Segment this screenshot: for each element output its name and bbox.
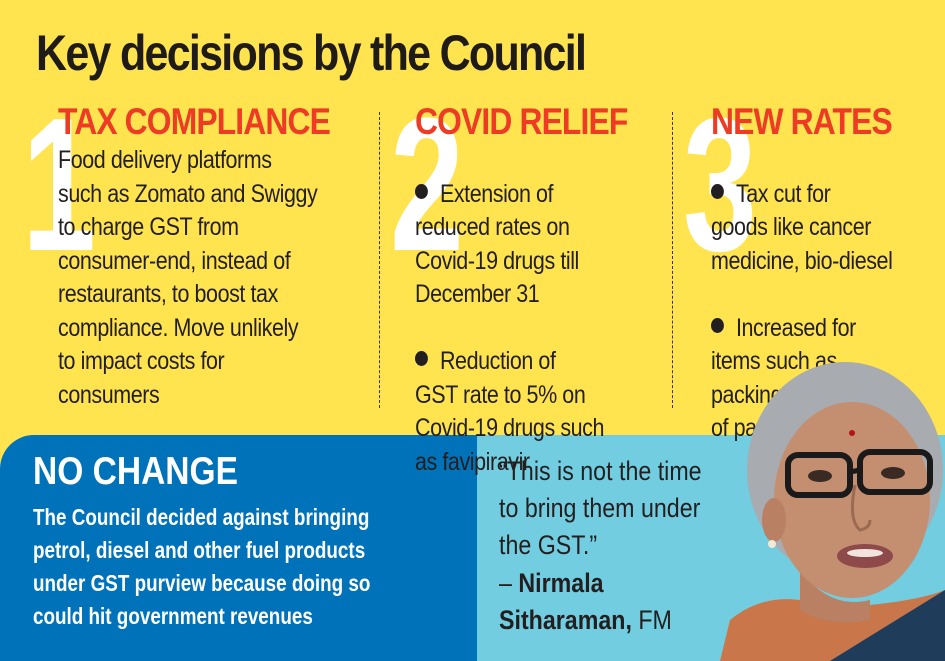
bullet-item: Tax cut for goods like cancer medicine, …: [711, 178, 912, 279]
covid-relief-bullets: Extension of reduced rates on Covid-19 d…: [415, 144, 634, 513]
numeral-1: 1: [22, 79, 96, 291]
column-divider: [672, 112, 673, 408]
heading-covid-relief: COVID RELIEF: [415, 101, 628, 142]
column-new-rates: 3 NEW RATES Tax cut for goods like cance…: [683, 90, 945, 479]
bullet-icon: [415, 351, 428, 366]
bullet-text: Reduction of GST rate to 5% on Covid-19 …: [415, 347, 605, 476]
numeral-2: 2: [390, 79, 464, 291]
bullet-icon: [415, 183, 428, 199]
bullet-item: Reduction of GST rate to 5% on Covid-19 …: [415, 345, 634, 479]
attribution-dash: –: [499, 568, 519, 598]
bullet-text: Extension of reduced rates on Covid-19 d…: [415, 179, 579, 309]
tax-compliance-text: Food delivery platforms such as Zomato a…: [58, 146, 318, 409]
bullet-text: Tax cut for goods like cancer medicine, …: [711, 179, 893, 275]
no-change-title: NO CHANGE: [33, 450, 238, 493]
attribution-name-first: Nirmala: [518, 568, 604, 598]
column-covid-relief: 2 COVID RELIEF Extension of reduced rate…: [390, 79, 670, 513]
bullet-icon: [711, 317, 724, 333]
heading-tax-compliance: TAX COMPLIANCE: [58, 101, 331, 142]
new-rates-bullets: Tax cut for goods like cancer medicine, …: [711, 144, 912, 479]
page-title: Key decisions by the Council: [36, 25, 587, 81]
glasses-left: [785, 452, 853, 498]
saree-dark: [830, 590, 945, 661]
earring: [768, 540, 776, 548]
attribution-name-last: Sitharaman,: [499, 605, 632, 635]
bullet-icon: [711, 183, 724, 199]
no-change-text: The Council decided against bringing pet…: [33, 504, 371, 629]
column-tax-compliance: 1 TAX COMPLIANCE Food delivery platforms…: [22, 79, 372, 412]
bindi: [849, 430, 855, 436]
heading-new-rates: NEW RATES: [711, 101, 893, 142]
quote-attribution: – Nirmala Sitharaman, FM: [499, 565, 672, 639]
portrait-photo: [720, 362, 945, 661]
no-change-panel: NO CHANGE The Council decided against br…: [0, 435, 477, 661]
quote-text: “This is not the time to bring them unde…: [499, 456, 702, 560]
bullet-item: Extension of reduced rates on Covid-19 d…: [415, 178, 634, 312]
attribution-role: FM: [631, 605, 672, 635]
column-divider: [379, 112, 380, 408]
